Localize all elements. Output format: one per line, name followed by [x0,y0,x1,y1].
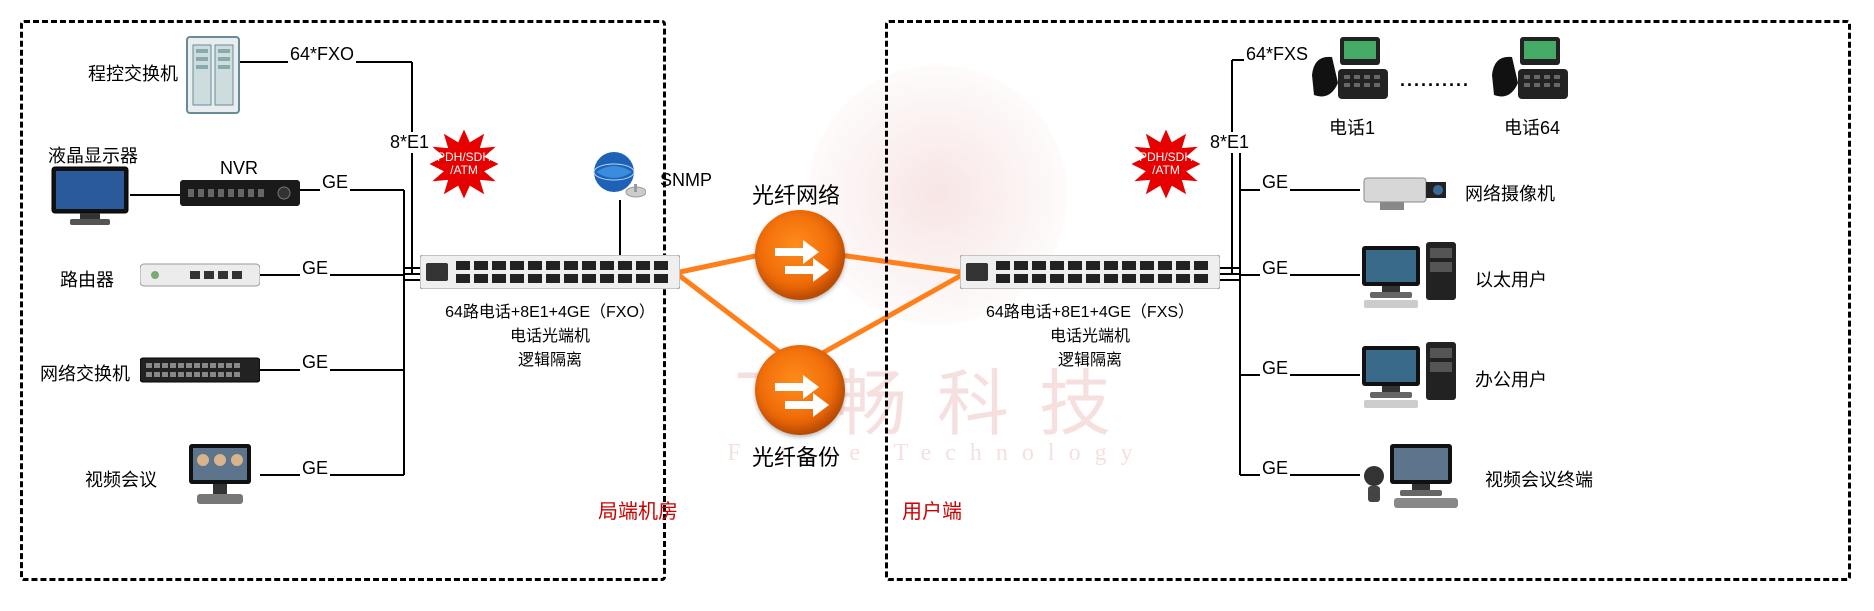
videoconf-icon [185,440,255,510]
phone-icon [1310,35,1394,105]
desktop-icon [1360,340,1460,410]
router-label: 路由器 [60,266,114,292]
edge-l-ge-rt: GE [300,258,330,279]
device-pc1 [1360,240,1460,315]
mux-left-icon [420,255,680,289]
phone-icon [1490,35,1574,105]
region-right-label: 用户端 [902,495,962,524]
fiber-hub-primary [755,210,845,300]
edge-l-fxo: 64*FXO [288,44,356,65]
edge-r-ge-pc2: GE [1260,358,1290,379]
pbx-icon [185,35,241,115]
edge-r-ge-pc1: GE [1260,258,1290,279]
mux-right-icon [960,255,1220,289]
device-pbx [185,35,241,120]
device-pc2 [1360,340,1460,415]
mux-right: 64路电话+8E1+4GE（FXS） 电话光端机 逻辑隔离 [960,255,1220,370]
phone1-label: 电话1 [1310,114,1394,140]
edge-r-e1: 8*E1 [1208,132,1251,153]
snmp-label: SNMP [660,170,712,191]
mux-right-line1: 64路电话+8E1+4GE（FXS） [960,298,1220,322]
camera-icon [1360,168,1450,212]
mux-left-line1: 64路电话+8E1+4GE（FXO） [420,298,680,322]
switch-label: 网络交换机 [40,360,130,386]
edge-l-ge-sw: GE [300,352,330,373]
device-nvr [180,180,300,211]
router-icon [140,260,260,290]
starburst-left: PDH/SDH /ATM [428,128,500,200]
pc2-label: 办公用户 [1475,366,1547,392]
switch-icon [140,356,260,384]
video-label: 视频会议 [85,466,157,492]
phoneN-label: 电话64 [1490,114,1574,140]
device-phone1: 电话1 [1310,35,1394,140]
vterm-label: 视频会议终端 [1485,466,1593,492]
lcd-label: 液晶显示器 [48,142,138,168]
monitor-icon [50,165,130,227]
starburst-left-l2: /ATM [450,164,478,177]
nvr-label: NVR [220,158,258,179]
videoterm-icon [1360,440,1470,510]
snmp-node [590,150,646,205]
nvr-icon [180,180,300,206]
mux-right-line2: 电话光端机 [960,322,1220,346]
desktop-icon [1360,240,1460,310]
pbx-label: 程控交换机 [88,60,178,86]
device-vterm [1360,440,1470,515]
edge-l-e1: 8*E1 [388,132,431,153]
starburst-right: PDH/SDH /ATM [1130,128,1202,200]
mux-left-line3: 逻辑隔离 [420,346,680,370]
device-router [140,260,260,295]
globe-icon [590,150,646,200]
pc1-label: 以太用户 [1475,266,1547,292]
phone-dots: .......... [1400,70,1470,91]
mux-left: 64路电话+8E1+4GE（FXO） 电话光端机 逻辑隔离 [420,255,680,370]
device-ipcam [1360,168,1450,217]
edge-l-ge-nvr: GE [320,172,350,193]
network-topology-diagram: 飞畅科技 Future Technology [0,0,1874,611]
fiber-primary-label: 光纤网络 [752,178,840,210]
fiber-hub-backup [755,345,845,435]
edge-r-ge-vt: GE [1260,458,1290,479]
edge-r-ge-cam: GE [1260,172,1290,193]
starburst-right-l2: /ATM [1152,164,1180,177]
device-videoconf [185,440,255,515]
edge-l-ge-vid: GE [300,458,330,479]
region-left-label: 局端机房 [598,495,678,524]
mux-left-line2: 电话光端机 [420,322,680,346]
fiber-backup-label: 光纤备份 [752,440,840,472]
ipcam-label: 网络摄像机 [1465,180,1555,206]
device-phoneN: 电话64 [1490,35,1574,140]
device-lcd [50,165,130,232]
device-switch [140,356,260,389]
mux-right-line3: 逻辑隔离 [960,346,1220,370]
edge-r-fxs: 64*FXS [1244,44,1310,65]
